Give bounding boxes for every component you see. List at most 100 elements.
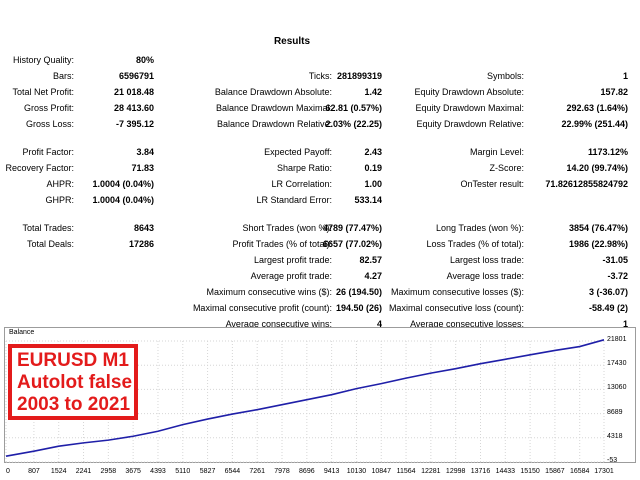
x-tick-label: 15867 — [545, 468, 565, 475]
x-tick-label: 11564 — [396, 468, 416, 475]
x-tick-label: 10130 — [346, 468, 367, 475]
stat-label: Equity Drawdown Relative: — [416, 119, 524, 129]
stat-label: Expected Payoff: — [264, 147, 332, 157]
stat-value: 1 — [622, 71, 628, 81]
stat-label: Largest loss trade: — [449, 255, 524, 265]
stat-value: 4 — [376, 319, 382, 329]
stat-value: 3 (-36.07) — [588, 287, 628, 297]
stat-value: 82.57 — [359, 255, 382, 265]
stat-label: Ticks: — [308, 71, 332, 81]
stat-value: 71.82612855824792 — [545, 179, 628, 189]
stat-label: Maximal consecutive profit (count): — [192, 303, 332, 313]
stat-label: OnTester result: — [460, 179, 524, 189]
stat-value: 21 018.48 — [113, 87, 154, 97]
stat-value: 80% — [135, 55, 154, 65]
x-tick-label: 15150 — [520, 468, 540, 475]
y-tick-label: 13060 — [607, 384, 627, 392]
stat-label: Recovery Factor: — [5, 163, 74, 173]
y-tick-label: 21801 — [607, 336, 627, 343]
annotation-line-2: Autolot false — [17, 372, 133, 393]
x-tick-label: 16584 — [569, 468, 590, 475]
stat-value: 2.43 — [364, 147, 382, 157]
stat-label: Long Trades (won %): — [435, 223, 524, 233]
stat-value: 4789 (77.47%) — [322, 223, 382, 233]
stat-label: Margin Level: — [469, 147, 524, 157]
stat-label: Maximum consecutive losses ($): — [390, 287, 524, 297]
stat-value: 1.42 — [364, 87, 382, 97]
stat-label: Loss Trades (% of total): — [426, 239, 524, 249]
x-tick-label: 12281 — [421, 468, 441, 475]
stat-value: 26 (194.50) — [335, 287, 382, 297]
stat-value: 1.0004 (0.04%) — [92, 179, 154, 189]
x-tick-label: 9413 — [323, 468, 340, 475]
x-tick-label: 5827 — [199, 468, 216, 475]
stat-value: 292.63 (1.64%) — [566, 103, 628, 113]
x-tick-label: 4393 — [150, 468, 166, 475]
stat-value: 157.82 — [600, 87, 628, 97]
stat-value: 14.20 (99.74%) — [566, 163, 628, 173]
stat-value: -31.05 — [602, 255, 628, 265]
stat-value: 3.84 — [136, 147, 154, 157]
stat-label: Short Trades (won %): — [242, 223, 332, 233]
stat-value: -3.72 — [607, 271, 628, 281]
stat-value: 4.27 — [364, 271, 382, 281]
stat-label: Sharpe Ratio: — [276, 163, 332, 173]
stat-value: 2.03% (22.25) — [325, 119, 382, 129]
stat-label: Total Trades: — [22, 223, 74, 233]
stat-label: Gross Loss: — [25, 119, 74, 129]
stat-label: History Quality: — [12, 55, 74, 65]
stat-value: 281899319 — [336, 71, 382, 81]
stat-value: 6596791 — [118, 71, 154, 81]
stat-value: 1.00 — [364, 179, 382, 189]
stat-label: Maximal consecutive loss (count): — [388, 303, 524, 313]
stat-value: 0.19 — [364, 163, 382, 173]
stat-label: Balance Drawdown Absolute: — [214, 87, 332, 97]
stat-label: Balance Drawdown Relative: — [216, 119, 332, 129]
stat-label: Bars: — [52, 71, 74, 81]
stat-value: 71.83 — [131, 163, 154, 173]
x-tick-label: 7978 — [274, 468, 290, 475]
stat-label: Equity Drawdown Absolute: — [414, 87, 524, 97]
x-tick-label: 3675 — [125, 468, 141, 475]
y-tick-label: -53 — [607, 457, 618, 464]
x-tick-label: 7261 — [249, 468, 265, 475]
y-tick-label: 4318 — [607, 432, 623, 440]
stat-value: 1.0004 (0.04%) — [92, 195, 154, 205]
stat-value: 533.14 — [354, 195, 382, 205]
stat-value: -58.49 (2) — [588, 303, 628, 313]
x-tick-label: 13716 — [470, 468, 491, 475]
x-tick-label: 17301 — [594, 468, 614, 475]
annotation-line-1: EURUSD M1 — [17, 350, 129, 371]
stat-label: Balance Drawdown Maximal: — [215, 103, 332, 113]
stat-value: 62.81 (0.57%) — [325, 103, 382, 113]
stat-value: 8643 — [133, 223, 154, 233]
stat-value: 22.99% (251.44) — [561, 119, 628, 129]
stat-label: Profit Trades (% of total): — [232, 239, 332, 249]
x-tick-label: 14433 — [495, 468, 516, 475]
stat-label: Largest profit trade: — [253, 255, 332, 265]
stat-label: Z-Score: — [489, 163, 524, 173]
stat-value: 28 413.60 — [113, 103, 154, 113]
annotation-box: EURUSD M1 Autolot false 2003 to 2021 — [8, 344, 138, 420]
stat-label: Gross Profit: — [23, 103, 74, 113]
x-tick-label: 1524 — [50, 468, 67, 475]
stat-label: Equity Drawdown Maximal: — [415, 103, 524, 113]
stat-value: 194.50 (26) — [335, 303, 382, 313]
stat-label: Average consecutive wins: — [225, 319, 332, 329]
stat-label: GHPR: — [45, 195, 74, 205]
stat-label: Average profit trade: — [250, 271, 332, 281]
x-tick-label: 807 — [28, 468, 40, 475]
x-tick-label: 10847 — [371, 468, 391, 475]
x-tick-label: 0 — [6, 468, 10, 475]
stat-label: Average loss trade: — [446, 271, 524, 281]
chart-title: Balance — [9, 329, 35, 336]
x-tick-label: 5110 — [175, 468, 191, 475]
stat-label: LR Correlation: — [271, 179, 332, 189]
stat-value: 1 — [622, 319, 628, 329]
stat-value: 1986 (22.98%) — [568, 239, 628, 249]
stat-value: 1173.12% — [587, 147, 628, 157]
stat-value: 3854 (76.47%) — [568, 223, 628, 233]
stat-value: 6657 (77.02%) — [322, 239, 382, 249]
stat-label: LR Standard Error: — [256, 195, 332, 205]
x-tick-label: 2241 — [75, 468, 92, 475]
